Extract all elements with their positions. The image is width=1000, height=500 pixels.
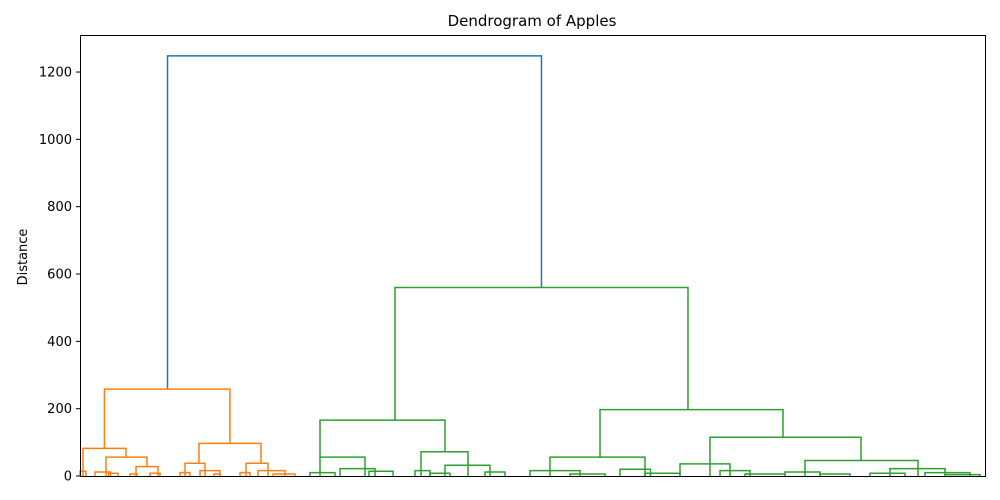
dendrogram-leaf-link <box>179 471 191 476</box>
dendrogram-link <box>709 436 862 476</box>
dendrogram-link <box>166 55 543 390</box>
y-tick-label: 0 <box>64 470 72 485</box>
dendrogram-leaf-link <box>414 469 431 476</box>
dendrogram-leaf-link <box>129 473 138 476</box>
dendrogram-leaf-link <box>444 464 491 476</box>
dendrogram-leaf-link <box>484 471 506 476</box>
y-tick-label: 600 <box>47 268 72 283</box>
dendrogram-link <box>105 456 148 476</box>
dendrogram-leaf-link <box>744 473 786 476</box>
dendrogram-leaf-link <box>309 471 336 476</box>
dendrogram-link <box>245 462 269 476</box>
dendrogram-leaf-link <box>819 473 851 476</box>
dendrogram-leaf-link <box>107 472 119 476</box>
dendrogram-link <box>103 388 231 449</box>
dendrogram-leaf-link <box>368 470 394 476</box>
dendrogram-link <box>599 408 784 458</box>
y-tick-label: 1200 <box>39 66 72 81</box>
dendrogram-leaf-link <box>944 473 981 476</box>
y-axis: 0 200 400 600 800 1000 1200 <box>39 66 80 485</box>
dendrogram-leaf-link <box>213 473 221 476</box>
dendrogram-leaf-link <box>239 471 251 476</box>
dendrogram-leaf-link <box>569 473 606 476</box>
dendrogram-leaf-link <box>429 472 451 476</box>
dendrogram-link <box>184 462 206 476</box>
y-tick-label: 200 <box>47 402 72 417</box>
dendrogram-leaf-link <box>784 471 821 476</box>
y-tick-label: 400 <box>47 335 72 350</box>
dendrogram-link <box>198 442 262 464</box>
dendrogram-link <box>394 286 689 421</box>
dendrogram-link <box>549 456 646 476</box>
dendrogram-leaf-link <box>149 472 161 476</box>
dendrogram-leaf-link <box>869 472 906 476</box>
dendrogram-links <box>79 55 981 476</box>
dendrogram-link <box>319 456 366 476</box>
y-axis-label: Distance <box>16 229 31 286</box>
dendrogram-link <box>135 465 159 476</box>
dendrogram-link <box>420 451 469 476</box>
plot-frame <box>80 35 986 477</box>
y-tick-label: 1000 <box>39 133 72 148</box>
dendrogram-link <box>319 419 446 458</box>
dendrogram-leaf-link <box>272 473 296 476</box>
dendrogram-leaf-link <box>339 467 376 476</box>
y-tick-label: 800 <box>47 200 72 215</box>
chart-title: Dendrogram of Apples <box>448 12 617 30</box>
dendrogram-link <box>82 447 127 476</box>
